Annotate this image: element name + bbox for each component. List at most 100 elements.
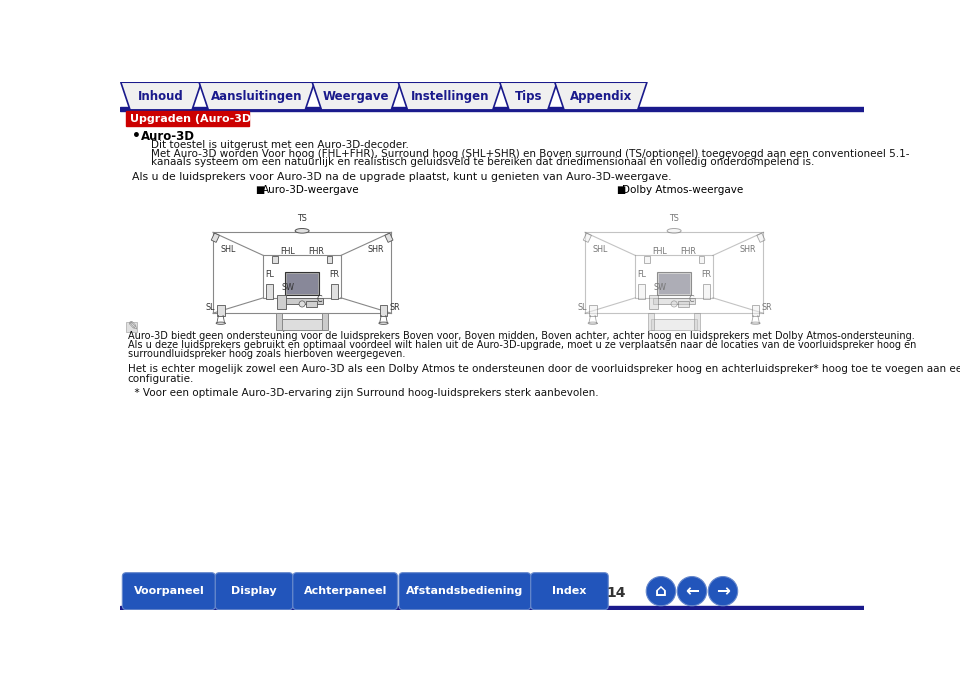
Bar bbox=[638, 284, 645, 299]
Bar bbox=[678, 301, 689, 307]
Polygon shape bbox=[121, 82, 202, 110]
Bar bbox=[379, 305, 388, 316]
Text: FHL: FHL bbox=[280, 247, 295, 256]
Text: Index: Index bbox=[552, 586, 587, 596]
Text: Instellingen: Instellingen bbox=[411, 90, 490, 103]
Text: Appendix: Appendix bbox=[570, 90, 632, 103]
Bar bbox=[331, 284, 338, 299]
Text: FR: FR bbox=[702, 271, 711, 279]
Bar bbox=[120, 108, 864, 111]
Bar bbox=[659, 274, 689, 294]
Ellipse shape bbox=[299, 301, 305, 307]
FancyBboxPatch shape bbox=[122, 573, 215, 610]
Bar bbox=[752, 305, 759, 316]
Polygon shape bbox=[555, 82, 647, 110]
Text: •: • bbox=[132, 129, 140, 143]
Bar bbox=[120, 107, 864, 110]
Bar bbox=[276, 313, 282, 330]
Polygon shape bbox=[385, 233, 393, 242]
Text: ✎: ✎ bbox=[128, 320, 138, 333]
Text: 14: 14 bbox=[607, 586, 626, 599]
Text: →: → bbox=[716, 582, 730, 600]
Bar bbox=[699, 256, 704, 263]
FancyBboxPatch shape bbox=[399, 573, 531, 610]
Text: SHR: SHR bbox=[367, 245, 383, 254]
Text: SL: SL bbox=[577, 303, 587, 312]
Text: ⌂: ⌂ bbox=[655, 582, 667, 600]
Text: Achterpaneel: Achterpaneel bbox=[303, 586, 387, 596]
Bar bbox=[653, 298, 695, 304]
Ellipse shape bbox=[295, 229, 309, 233]
Bar bbox=[588, 305, 596, 316]
Bar bbox=[648, 313, 654, 330]
Bar bbox=[278, 319, 325, 330]
Text: kanaals systeem om een natuurlijk en realistisch geluidsveld te bereiken dat dri: kanaals systeem om een natuurlijk en rea… bbox=[151, 158, 814, 167]
Bar bbox=[644, 256, 650, 263]
Bar bbox=[326, 256, 332, 263]
Text: FHL: FHL bbox=[653, 247, 667, 256]
Text: Met Auro-3D worden Voor hoog (FHL+FHR), Surround hoog (SHL+SHR) en Boven surroun: Met Auro-3D worden Voor hoog (FHL+FHR), … bbox=[151, 149, 909, 159]
Bar bbox=[126, 322, 137, 332]
Text: FHR: FHR bbox=[680, 247, 696, 256]
Text: Auro-3D biedt geen ondersteuning voor de luidsprekers Boven voor, Boven midden, : Auro-3D biedt geen ondersteuning voor de… bbox=[128, 331, 915, 340]
Text: SW: SW bbox=[282, 284, 295, 292]
Ellipse shape bbox=[751, 322, 760, 325]
Text: SHL: SHL bbox=[592, 245, 608, 254]
Ellipse shape bbox=[379, 322, 388, 325]
Text: Als u de luidsprekers voor Auro-3D na de upgrade plaatst, kunt u genieten van Au: Als u de luidsprekers voor Auro-3D na de… bbox=[132, 172, 671, 182]
Polygon shape bbox=[500, 82, 557, 110]
Bar bbox=[120, 606, 864, 610]
Text: FHR: FHR bbox=[308, 247, 324, 256]
Text: C: C bbox=[688, 295, 694, 304]
FancyBboxPatch shape bbox=[293, 573, 397, 610]
Polygon shape bbox=[398, 82, 502, 110]
Text: Als u deze luidsprekers gebruikt en optimaal voordeel wilt halen uit de Auro-3D-: Als u deze luidsprekers gebruikt en opti… bbox=[128, 340, 916, 350]
Text: Dit toestel is uitgerust met een Auro-3D-decoder.: Dit toestel is uitgerust met een Auro-3D… bbox=[151, 140, 409, 150]
Ellipse shape bbox=[588, 322, 597, 325]
Ellipse shape bbox=[671, 301, 677, 307]
Text: * Voor een optimale Auro-3D-ervaring zijn Surround hoog-luidsprekers sterk aanbe: * Voor een optimale Auro-3D-ervaring zij… bbox=[128, 388, 598, 397]
Bar bbox=[126, 112, 249, 126]
Bar bbox=[287, 274, 318, 294]
Text: SR: SR bbox=[390, 303, 400, 312]
Polygon shape bbox=[584, 233, 591, 242]
Text: SR: SR bbox=[761, 303, 773, 312]
Text: surroundluidspreker hoog zoals hierboven weergegeven.: surroundluidspreker hoog zoals hierboven… bbox=[128, 349, 405, 359]
Text: TS: TS bbox=[669, 214, 679, 223]
Text: FL: FL bbox=[265, 271, 274, 279]
Circle shape bbox=[708, 577, 737, 606]
Bar bbox=[703, 284, 710, 299]
Polygon shape bbox=[312, 82, 400, 110]
FancyBboxPatch shape bbox=[215, 573, 293, 610]
Bar bbox=[217, 305, 225, 316]
Bar bbox=[273, 256, 277, 263]
Bar bbox=[657, 273, 691, 295]
Text: ←: ← bbox=[685, 582, 699, 600]
Bar bbox=[649, 295, 658, 310]
Bar bbox=[266, 284, 273, 299]
Polygon shape bbox=[199, 82, 315, 110]
Text: Upgraden (Auro-3D): Upgraden (Auro-3D) bbox=[130, 114, 256, 124]
Text: Afstandsbediening: Afstandsbediening bbox=[406, 586, 523, 596]
Text: configuratie.: configuratie. bbox=[128, 373, 194, 384]
Text: SHR: SHR bbox=[739, 245, 756, 254]
Bar bbox=[276, 295, 286, 310]
Text: Tips: Tips bbox=[515, 90, 542, 103]
Text: SHL: SHL bbox=[221, 245, 236, 254]
Text: Auro-3D-weergave: Auro-3D-weergave bbox=[262, 185, 359, 195]
Bar bbox=[306, 301, 317, 307]
Text: Auro-3D: Auro-3D bbox=[141, 129, 195, 142]
Ellipse shape bbox=[216, 322, 226, 325]
Text: Dolby Atmos-weergave: Dolby Atmos-weergave bbox=[622, 185, 743, 195]
Text: Het is echter mogelijk zowel een Auro-3D als een Dolby Atmos te ondersteunen doo: Het is echter mogelijk zowel een Auro-3D… bbox=[128, 364, 960, 375]
Text: Voorpaneel: Voorpaneel bbox=[133, 586, 204, 596]
Text: TS: TS bbox=[298, 214, 307, 223]
Text: SW: SW bbox=[654, 284, 667, 292]
Text: Inhoud: Inhoud bbox=[138, 90, 184, 103]
Bar bbox=[651, 319, 697, 330]
Polygon shape bbox=[211, 233, 220, 242]
Text: SL: SL bbox=[205, 303, 214, 312]
Polygon shape bbox=[756, 233, 765, 242]
FancyBboxPatch shape bbox=[531, 573, 609, 610]
Ellipse shape bbox=[667, 229, 681, 233]
